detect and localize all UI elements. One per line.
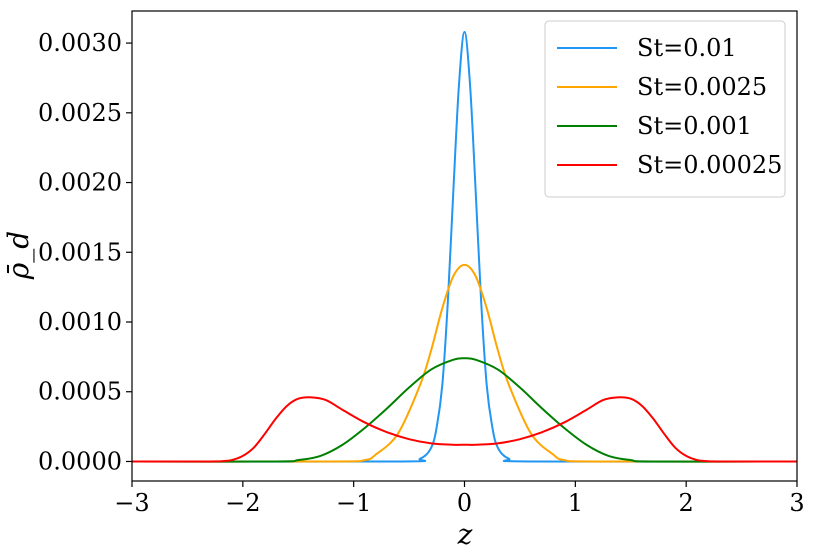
series-line-3 <box>131 396 798 463</box>
x-tick-label: 3 <box>789 489 804 517</box>
x-tick-label: −3 <box>114 489 149 517</box>
legend-label: St=0.001 <box>637 112 752 140</box>
series-line-0 <box>131 30 798 463</box>
legend-label: St=0.00025 <box>637 151 782 179</box>
x-tick-label: −2 <box>225 489 260 517</box>
series-line-2 <box>131 357 798 463</box>
x-tick-label: 2 <box>679 489 694 517</box>
y-axis-label: ρ̄_d <box>2 231 35 280</box>
x-tick-label: 1 <box>568 489 583 517</box>
y-tick-label: 0.0025 <box>38 99 122 127</box>
y-tick-label: 0.0005 <box>38 378 122 406</box>
y-tick-label: 0.0015 <box>38 238 122 266</box>
y-tick-label: 0.0000 <box>38 447 122 475</box>
legend-label: St=0.01 <box>637 34 737 62</box>
y-tick-label: 0.0030 <box>38 29 122 57</box>
x-axis-label: z <box>457 518 473 551</box>
axis-ticks: −3 −2 −1 0 1 2 3 0.0000 0.0005 0.0010 0.0015 0.0020… <box>38 29 805 517</box>
legend: St=0.01 St=0.0025 St=0.001 St=0.00025 <box>544 20 786 198</box>
legend-label: St=0.0025 <box>637 73 767 101</box>
y-tick-label: 0.0020 <box>38 169 122 197</box>
legend-box <box>544 20 786 198</box>
y-tick-label: 0.0010 <box>38 308 122 336</box>
plot-lines <box>131 30 798 463</box>
series-line-1 <box>131 263 798 463</box>
x-tick-label: 0 <box>457 489 472 517</box>
x-tick-label: −1 <box>336 489 371 517</box>
